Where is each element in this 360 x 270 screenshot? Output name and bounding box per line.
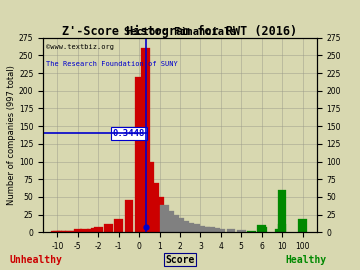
Bar: [155, 197, 164, 232]
Bar: [135, 77, 143, 232]
Bar: [217, 229, 225, 232]
Bar: [211, 228, 220, 232]
Bar: [278, 224, 287, 232]
Text: ©www.textbiz.org: ©www.textbiz.org: [46, 44, 114, 50]
Bar: [51, 231, 60, 232]
Bar: [257, 225, 266, 232]
Bar: [247, 231, 256, 232]
Text: The Research Foundation of SUNY: The Research Foundation of SUNY: [46, 61, 178, 67]
Bar: [66, 231, 74, 232]
Bar: [196, 226, 205, 232]
Bar: [125, 200, 133, 232]
Bar: [278, 190, 286, 232]
Bar: [206, 227, 215, 232]
Bar: [80, 230, 89, 232]
Text: Sector: Financials: Sector: Financials: [124, 27, 236, 37]
Bar: [275, 229, 284, 232]
Text: Score: Score: [165, 255, 195, 265]
Title: Z'-Score Histogram for RWT (2016): Z'-Score Histogram for RWT (2016): [62, 25, 298, 38]
Bar: [191, 224, 199, 232]
Bar: [227, 230, 235, 232]
Bar: [104, 224, 113, 232]
Bar: [298, 220, 307, 232]
Bar: [176, 218, 184, 232]
Bar: [114, 220, 123, 232]
Bar: [61, 231, 70, 232]
Bar: [161, 205, 169, 232]
Bar: [259, 227, 267, 232]
Bar: [141, 48, 149, 232]
Bar: [201, 227, 210, 232]
Bar: [166, 211, 174, 232]
Bar: [69, 231, 78, 232]
Bar: [57, 231, 66, 232]
Y-axis label: Number of companies (997 total): Number of companies (997 total): [7, 65, 16, 205]
Bar: [87, 229, 96, 232]
Text: Healthy: Healthy: [285, 255, 327, 265]
Bar: [91, 228, 99, 232]
Bar: [181, 221, 189, 232]
Text: 0.3448: 0.3448: [113, 129, 145, 138]
Bar: [186, 223, 194, 232]
Bar: [145, 161, 154, 232]
Bar: [171, 215, 179, 232]
Bar: [94, 227, 103, 232]
Bar: [237, 230, 246, 232]
Bar: [53, 231, 62, 232]
Text: Unhealthy: Unhealthy: [10, 255, 62, 265]
Bar: [74, 230, 82, 232]
Bar: [150, 183, 159, 232]
